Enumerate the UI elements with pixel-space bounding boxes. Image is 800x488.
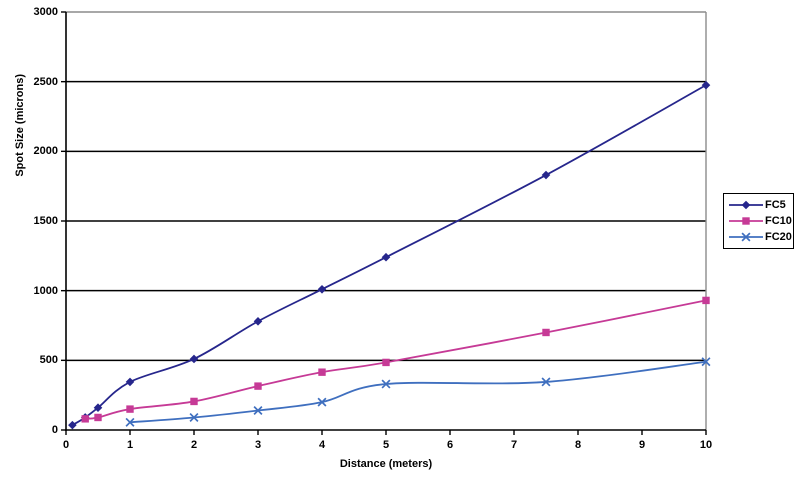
diamond-marker: [541, 170, 551, 180]
x-tick-label: 9: [638, 439, 646, 451]
legend-entry-FC5: FC5: [728, 197, 791, 213]
x-tick-label: 6: [446, 439, 454, 451]
x-tick-label: 0: [62, 439, 70, 451]
square-marker: [94, 413, 102, 422]
diamond-marker: [68, 420, 77, 430]
y-tick-label: 1500: [33, 215, 58, 227]
y-axis-title: Spot Size (microns): [14, 73, 26, 177]
square-marker: [126, 405, 134, 413]
x-marker: [381, 379, 391, 389]
x-tick-label: 4: [318, 439, 326, 451]
x-marker: [125, 417, 135, 427]
x-tick-label: 10: [699, 439, 713, 451]
square-marker: [318, 368, 326, 376]
x-axis-title: Distance (meters): [339, 458, 433, 470]
x-marker: [317, 397, 327, 407]
x-tick-label: 8: [574, 439, 582, 451]
square-marker: [190, 397, 198, 406]
square-marker: [702, 296, 710, 305]
diamond-marker: [93, 403, 103, 413]
legend-label: FC20: [765, 231, 792, 243]
square-marker: [254, 382, 262, 390]
legend-swatch-x-icon: [729, 232, 763, 242]
diamond-marker: [189, 354, 199, 364]
x-tick-label: 7: [510, 439, 518, 451]
x-tick-label: 3: [254, 439, 262, 451]
square-marker: [542, 328, 550, 337]
legend-entry-FC10: FC10: [728, 213, 792, 229]
diamond-marker: [381, 252, 391, 262]
x-marker: [741, 232, 751, 242]
x-marker: [253, 405, 263, 415]
diamond-marker: [125, 377, 135, 387]
legend-entry-FC20: FC20: [728, 229, 792, 245]
diamond-marker: [253, 317, 263, 326]
x-tick-label: 5: [382, 439, 390, 451]
series-line-FC20: [129, 360, 707, 424]
square-marker: [81, 415, 89, 423]
legend-swatch-diamond-icon: [729, 200, 763, 210]
y-tick-label: 2500: [33, 75, 58, 88]
x-marker: [189, 412, 199, 422]
y-tick-label: 0: [51, 424, 58, 436]
x-tick-label: 1: [126, 439, 134, 451]
square-marker: [742, 217, 750, 225]
square-marker: [382, 358, 390, 367]
y-tick-label: 3000: [33, 6, 58, 18]
diamond-marker: [701, 80, 711, 90]
legend-label: FC5: [765, 199, 786, 211]
legend-swatch-square-icon: [729, 217, 763, 225]
x-marker: [541, 377, 551, 387]
legend: FC5 FC10 FC20: [723, 193, 794, 249]
x-marker: [701, 357, 711, 367]
x-tick-label: 2: [190, 439, 198, 451]
y-tick-label: 1000: [33, 284, 58, 297]
legend-label: FC10: [765, 215, 792, 227]
diamond-marker: [317, 284, 327, 294]
diamond-marker: [741, 200, 751, 210]
y-tick-label: 2000: [33, 145, 58, 158]
y-tick-label: 500: [39, 354, 58, 367]
